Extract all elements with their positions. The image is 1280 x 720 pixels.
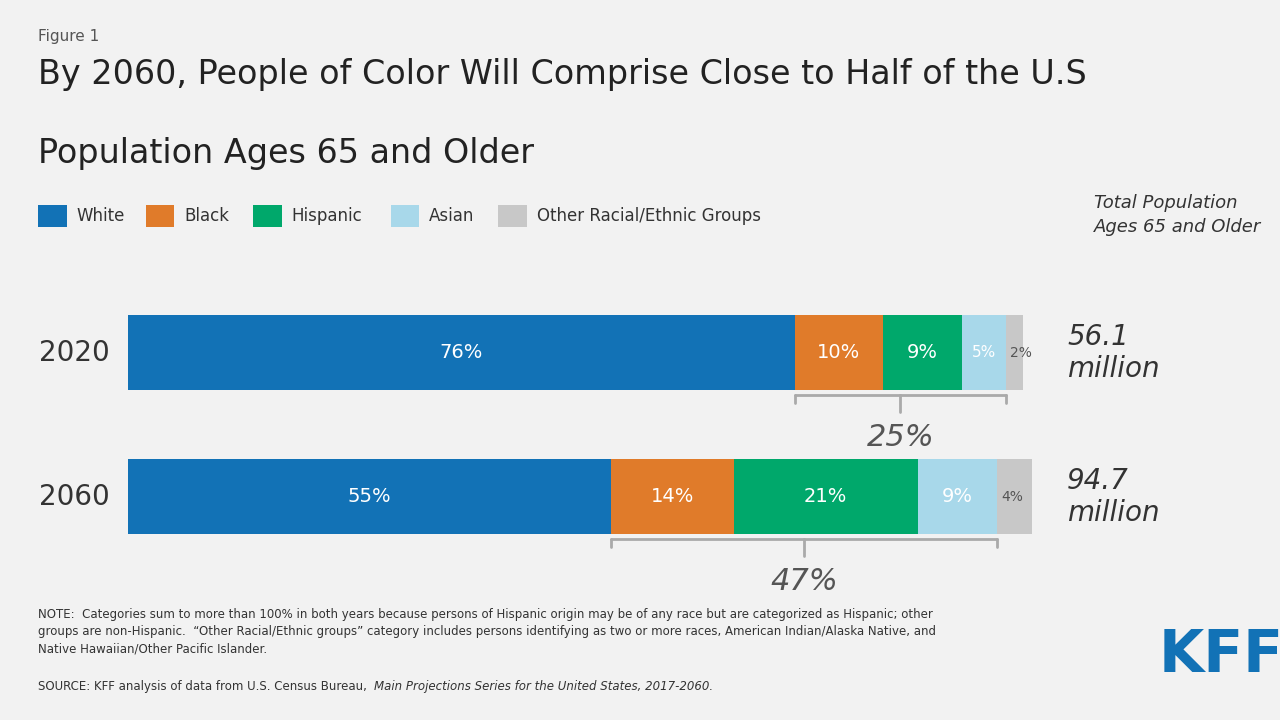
Bar	[883, 315, 961, 390]
Text: 9%: 9%	[942, 487, 973, 506]
Text: SOURCE: KFF analysis of data from U.S. Census Bureau,: SOURCE: KFF analysis of data from U.S. C…	[38, 680, 371, 693]
Text: Population Ages 65 and Older: Population Ages 65 and Older	[38, 137, 535, 170]
Text: White: White	[77, 207, 125, 225]
Bar	[918, 459, 997, 534]
Text: Total Population
Ages 65 and Older: Total Population Ages 65 and Older	[1094, 194, 1262, 236]
Text: 2020: 2020	[38, 339, 110, 366]
Text: Other Racial/Ethnic Groups: Other Racial/Ethnic Groups	[536, 207, 760, 225]
Text: 2060: 2060	[38, 483, 110, 510]
Text: Figure 1: Figure 1	[38, 29, 100, 44]
Text: 14%: 14%	[650, 487, 694, 506]
Text: 25%: 25%	[867, 423, 934, 452]
Text: 47%: 47%	[771, 567, 837, 596]
Bar	[1006, 315, 1023, 390]
Bar	[961, 315, 1006, 390]
Text: 55%: 55%	[348, 487, 392, 506]
Text: 21%: 21%	[804, 487, 847, 506]
Text: 9%: 9%	[906, 343, 938, 362]
Bar	[128, 315, 795, 390]
Text: 10%: 10%	[818, 343, 860, 362]
Text: Main Projections Series for the United States, 2017-2060.: Main Projections Series for the United S…	[374, 680, 713, 693]
Text: 2%: 2%	[1010, 346, 1032, 360]
Bar	[997, 459, 1032, 534]
Bar	[795, 315, 883, 390]
Bar	[611, 459, 733, 534]
Text: 76%: 76%	[440, 343, 484, 362]
Text: Black: Black	[184, 207, 229, 225]
Text: 56.1
million: 56.1 million	[1068, 323, 1160, 383]
Text: 5%: 5%	[972, 346, 996, 360]
Bar	[128, 459, 611, 534]
Bar	[733, 459, 918, 534]
Text: NOTE:  Categories sum to more than 100% in both years because persons of Hispani: NOTE: Categories sum to more than 100% i…	[38, 608, 937, 655]
Text: By 2060, People of Color Will Comprise Close to Half of the U.S: By 2060, People of Color Will Comprise C…	[38, 58, 1087, 91]
Text: KFF: KFF	[1158, 626, 1280, 684]
Text: Hispanic: Hispanic	[292, 207, 362, 225]
Text: Asian: Asian	[429, 207, 475, 225]
Text: 4%: 4%	[1001, 490, 1023, 504]
Text: 94.7
million: 94.7 million	[1068, 467, 1160, 527]
